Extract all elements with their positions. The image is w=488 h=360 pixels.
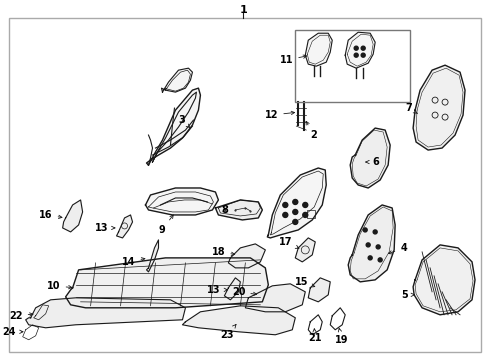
Polygon shape: [307, 278, 329, 302]
Text: 20: 20: [231, 287, 256, 297]
Circle shape: [361, 46, 365, 50]
Polygon shape: [145, 188, 218, 215]
Polygon shape: [116, 215, 132, 238]
Circle shape: [377, 258, 382, 262]
Text: 19: 19: [335, 328, 348, 345]
Circle shape: [292, 199, 297, 204]
Text: 13: 13: [95, 223, 115, 233]
Text: 6: 6: [365, 157, 378, 167]
Text: 5: 5: [401, 290, 413, 300]
Circle shape: [353, 53, 358, 57]
Polygon shape: [146, 240, 158, 272]
Polygon shape: [65, 258, 268, 308]
Polygon shape: [349, 128, 389, 188]
Polygon shape: [182, 306, 295, 335]
Circle shape: [363, 228, 366, 232]
Bar: [295, 30, 409, 102]
Circle shape: [361, 53, 365, 57]
Polygon shape: [146, 88, 200, 165]
Polygon shape: [412, 245, 474, 315]
Text: 1: 1: [239, 5, 247, 15]
Circle shape: [375, 245, 379, 249]
Polygon shape: [347, 205, 394, 282]
Text: 8: 8: [221, 205, 228, 215]
Polygon shape: [215, 200, 262, 220]
Text: 23: 23: [220, 324, 236, 340]
Text: 7: 7: [405, 103, 416, 113]
Polygon shape: [224, 278, 240, 300]
Circle shape: [302, 202, 307, 207]
Bar: [306, 210, 315, 218]
Circle shape: [282, 202, 287, 207]
Text: 2: 2: [305, 121, 316, 140]
Text: 16: 16: [39, 210, 62, 220]
Circle shape: [372, 230, 376, 234]
Text: 18: 18: [211, 247, 234, 257]
Text: 14: 14: [122, 257, 144, 267]
Text: 9: 9: [159, 215, 173, 235]
Polygon shape: [62, 200, 82, 232]
Polygon shape: [228, 244, 265, 268]
Polygon shape: [295, 238, 315, 262]
Text: 22: 22: [9, 311, 33, 321]
Text: 12: 12: [264, 110, 294, 120]
Polygon shape: [412, 65, 464, 150]
Circle shape: [367, 256, 371, 260]
Text: 4: 4: [388, 243, 406, 254]
Text: 17: 17: [278, 237, 298, 248]
Circle shape: [292, 220, 297, 224]
Text: 13: 13: [206, 285, 227, 295]
Text: 24: 24: [2, 327, 23, 337]
Circle shape: [366, 243, 369, 247]
Polygon shape: [245, 284, 305, 312]
Polygon shape: [26, 298, 185, 328]
Circle shape: [302, 212, 307, 217]
Polygon shape: [267, 168, 325, 238]
Circle shape: [353, 46, 358, 50]
Circle shape: [292, 210, 297, 215]
Circle shape: [282, 212, 287, 217]
Text: 11: 11: [279, 55, 306, 65]
Text: 3: 3: [178, 115, 190, 128]
Text: 15: 15: [294, 277, 314, 287]
Polygon shape: [345, 32, 374, 68]
Text: 10: 10: [47, 281, 72, 291]
Polygon shape: [161, 68, 192, 92]
Polygon shape: [305, 33, 331, 66]
Text: 21: 21: [307, 329, 321, 343]
